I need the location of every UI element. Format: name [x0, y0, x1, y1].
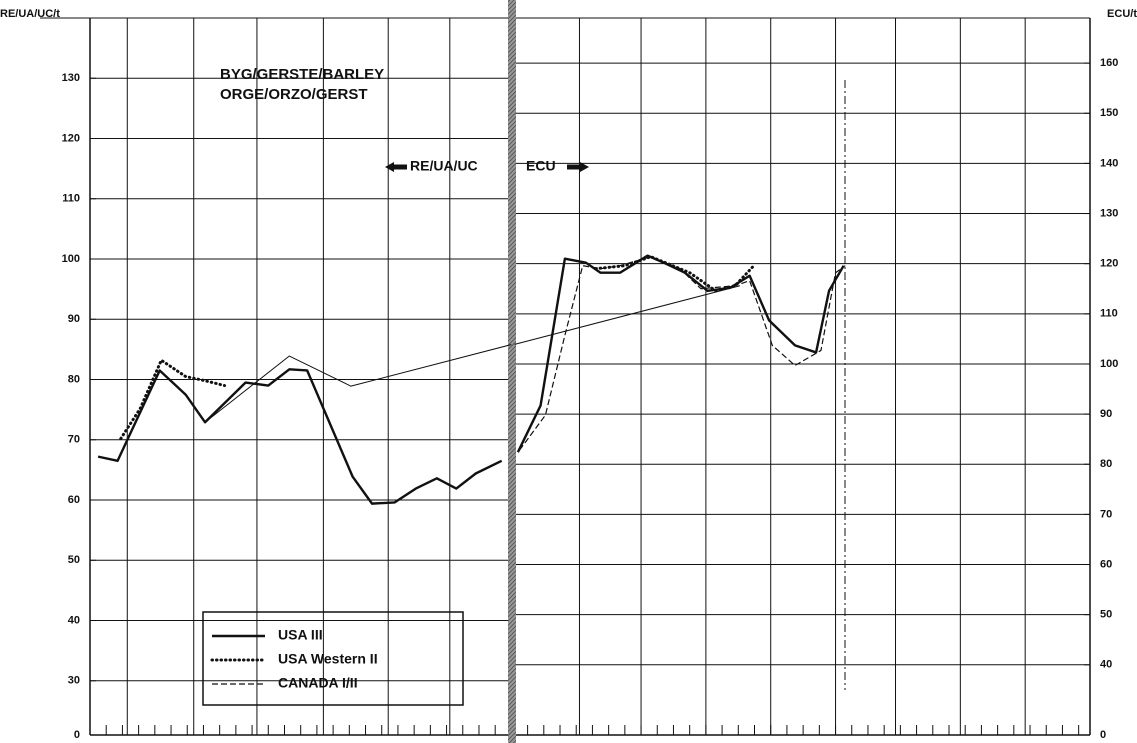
- arrow: [385, 162, 407, 172]
- annotation: ECU: [526, 158, 556, 174]
- chart-title: BYG/GERSTE/BARLEY: [220, 66, 384, 83]
- arrow: [567, 162, 589, 172]
- series-line: [516, 254, 845, 453]
- y-tick-label: 120: [62, 132, 80, 144]
- y2-tick-label: 140: [1100, 157, 1118, 169]
- y2-tick-label: 60: [1100, 558, 1112, 570]
- y2-tick-label: 0: [1100, 729, 1106, 741]
- y-tick-label: 110: [62, 193, 80, 205]
- y-axis-title: RE/UA/UC/t: [0, 8, 60, 20]
- y-tick-label: 80: [68, 373, 80, 385]
- y2-tick-label: 110: [1100, 308, 1118, 320]
- y2-axis-title: ECU/t: [1107, 8, 1137, 20]
- panel-divider: [508, 0, 516, 743]
- y2-tick-label: 120: [1100, 258, 1118, 270]
- series-line: [204, 344, 512, 423]
- y2-tick-label: 70: [1100, 508, 1112, 520]
- legend-box: [202, 611, 464, 706]
- y2-tick-label: 100: [1100, 358, 1118, 370]
- legend-label: USA III: [278, 627, 323, 643]
- series-line: [594, 255, 755, 293]
- y-tick-label: 40: [68, 614, 80, 626]
- y-tick-label: 30: [68, 675, 80, 687]
- y2-tick-label: 50: [1100, 609, 1112, 621]
- y2-tick-label: 90: [1100, 408, 1112, 420]
- legend-label: CANADA I/II: [278, 675, 358, 691]
- y-tick-label: 130: [62, 72, 80, 84]
- annotation: RE/UA/UC: [410, 158, 478, 174]
- frame: [40, 17, 1091, 736]
- y-tick-label: 0: [74, 729, 80, 741]
- series-line: [119, 358, 227, 441]
- y2-tick-label: 150: [1100, 107, 1118, 119]
- y-tick-label: 100: [62, 253, 80, 265]
- y-tick-label: 90: [68, 313, 80, 325]
- legend-label: USA Western II: [278, 651, 378, 667]
- series-line: [514, 285, 741, 345]
- series-line: [97, 368, 503, 505]
- y2-tick-label: 80: [1100, 458, 1112, 470]
- y-tick-label: 70: [68, 434, 80, 446]
- y2-tick-label: 160: [1100, 57, 1118, 69]
- y-tick-label: 50: [68, 554, 80, 566]
- y2-tick-label: 130: [1100, 207, 1118, 219]
- y-tick-label: 60: [68, 494, 80, 506]
- chart-subtitle: ORGE/ORZO/GERST: [220, 86, 368, 103]
- series-line: [519, 256, 846, 451]
- y2-tick-label: 40: [1100, 659, 1112, 671]
